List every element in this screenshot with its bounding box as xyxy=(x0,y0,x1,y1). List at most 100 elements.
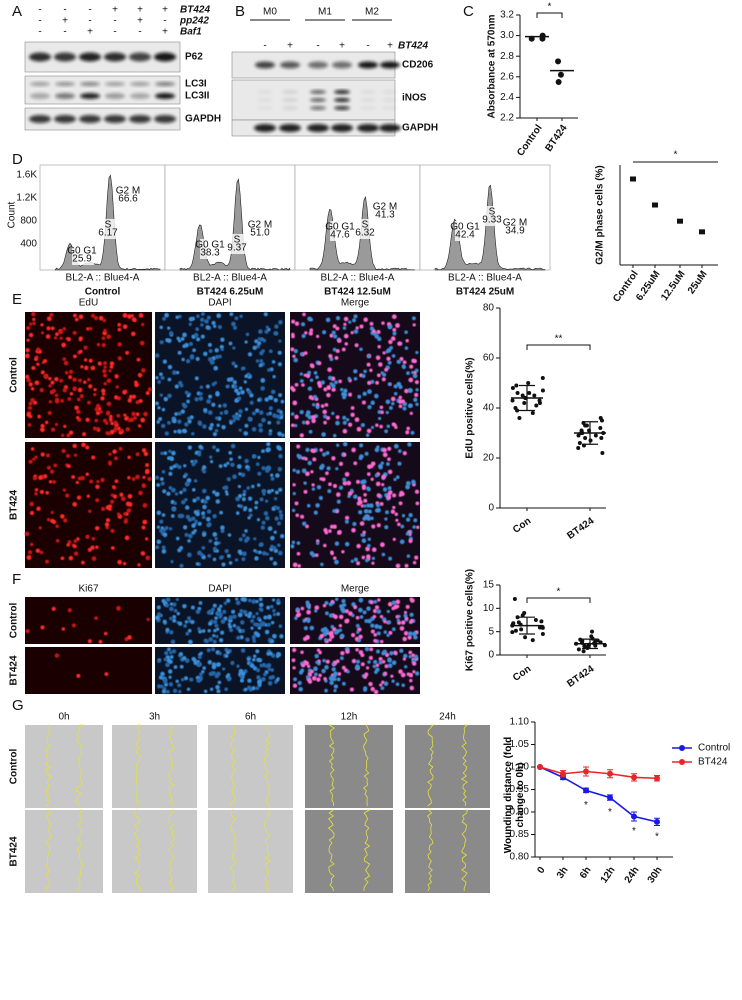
wound-edge xyxy=(44,724,52,807)
cell xyxy=(414,392,419,398)
cell xyxy=(146,617,150,622)
panel-label: D xyxy=(12,151,23,168)
cell xyxy=(408,650,413,655)
cell xyxy=(36,506,41,511)
blot-band xyxy=(79,115,101,123)
cell xyxy=(380,639,384,644)
gate-value: 38.3 xyxy=(200,248,220,259)
cell xyxy=(226,477,231,482)
cell xyxy=(338,624,343,628)
panel-label: A xyxy=(12,3,22,20)
cell xyxy=(266,605,271,610)
cell xyxy=(72,443,77,449)
cell xyxy=(46,517,51,522)
cell xyxy=(412,670,416,674)
treatment-sign: - xyxy=(113,27,116,38)
wound-edge xyxy=(264,724,271,807)
cell xyxy=(358,634,363,640)
cell xyxy=(80,365,84,369)
cell xyxy=(213,365,219,371)
cell xyxy=(270,604,274,609)
cell xyxy=(127,314,132,319)
cell xyxy=(48,400,53,404)
cell xyxy=(213,324,217,328)
cell xyxy=(240,678,244,683)
cell xyxy=(290,423,295,428)
cell xyxy=(177,350,182,355)
blot-band xyxy=(279,124,301,132)
cell xyxy=(393,650,398,655)
cell xyxy=(376,631,381,636)
cell xyxy=(362,530,366,535)
cell xyxy=(68,430,74,435)
cell xyxy=(366,554,371,559)
condition-label: BT424 6.25uM xyxy=(197,287,264,298)
cell xyxy=(116,512,121,516)
cell xyxy=(25,374,30,379)
cell xyxy=(291,658,296,663)
cell xyxy=(102,318,107,323)
cell xyxy=(356,543,361,549)
y-tick-label: 5 xyxy=(488,626,494,637)
cell xyxy=(234,364,238,368)
cell xyxy=(117,559,123,565)
cell xyxy=(118,446,123,451)
cell xyxy=(412,323,416,327)
cell xyxy=(301,521,307,526)
cell xyxy=(221,562,226,567)
cell xyxy=(147,387,152,392)
cell xyxy=(180,336,185,341)
cell xyxy=(353,605,358,610)
cell xyxy=(231,361,236,366)
cell xyxy=(175,536,180,541)
blot-band xyxy=(310,90,326,94)
cell xyxy=(322,658,326,663)
histogram-frame xyxy=(164,164,296,271)
blot-band xyxy=(332,61,352,69)
cell xyxy=(386,347,392,353)
cell xyxy=(28,332,34,338)
blot-band xyxy=(55,93,75,99)
cell xyxy=(351,633,356,638)
cell xyxy=(166,491,171,496)
condition-label: BT424 25uM xyxy=(456,287,514,298)
cell xyxy=(307,370,312,375)
cell xyxy=(362,391,367,397)
cell xyxy=(30,447,35,451)
cell xyxy=(330,599,335,604)
cell xyxy=(301,333,306,339)
data-point xyxy=(576,446,581,450)
treatment-sign: + xyxy=(87,27,93,38)
cell xyxy=(127,398,133,403)
cell xyxy=(197,452,202,457)
cell xyxy=(274,490,279,495)
blot-band xyxy=(310,98,326,102)
cell xyxy=(246,467,251,472)
cell xyxy=(278,454,283,459)
cell xyxy=(251,614,256,619)
cell xyxy=(171,418,177,424)
gate-label: S xyxy=(234,235,241,246)
cell xyxy=(331,387,336,392)
cell xyxy=(244,529,248,533)
cell xyxy=(309,378,314,382)
gate-label: S xyxy=(489,207,496,218)
cell xyxy=(271,360,276,364)
cell xyxy=(270,389,276,395)
cell xyxy=(377,598,381,602)
micrograph xyxy=(405,810,490,893)
y-tick-label: 2.6 xyxy=(500,71,514,82)
cell xyxy=(91,536,96,541)
cell xyxy=(305,413,310,418)
cell xyxy=(156,605,161,610)
cell xyxy=(46,465,51,470)
blot-band xyxy=(54,52,76,62)
cell xyxy=(240,389,245,395)
cell xyxy=(123,519,128,524)
x-tick-label: 25uM xyxy=(686,269,710,296)
cell xyxy=(314,672,318,677)
cell xyxy=(72,501,78,507)
cell xyxy=(397,461,402,466)
cell xyxy=(260,378,266,383)
cell xyxy=(182,487,187,493)
